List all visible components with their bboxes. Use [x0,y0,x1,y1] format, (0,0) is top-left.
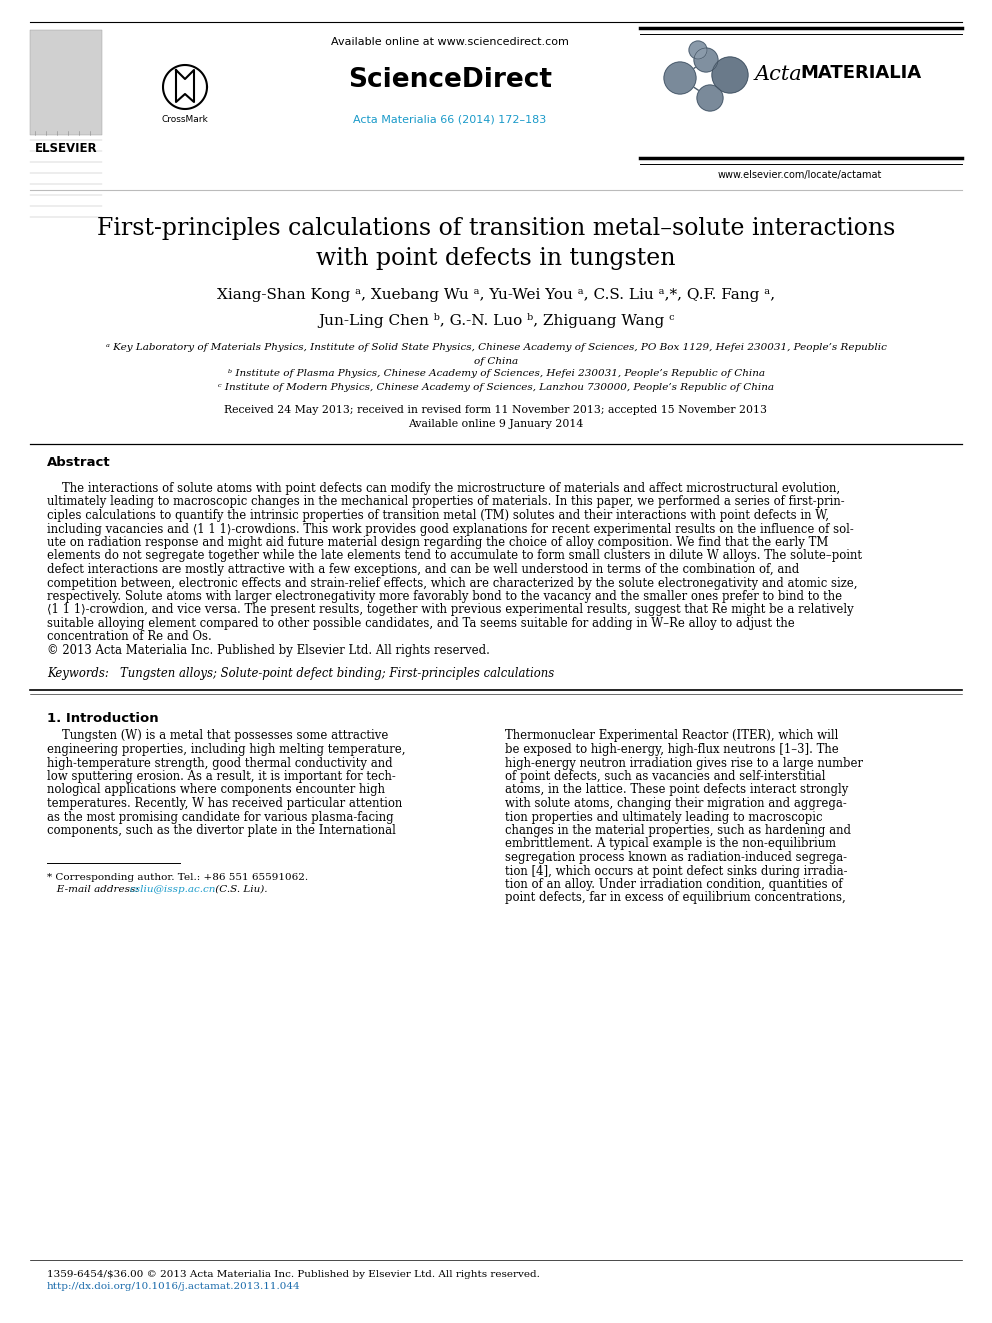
Bar [30,30,102,135]
Text: including vacancies and ⟨1 1 1⟩-crowdions. This work provides good explanations : including vacancies and ⟨1 1 1⟩-crowdion… [47,523,854,536]
Text: of point defects, such as vacancies and self-interstitial: of point defects, such as vacancies and … [505,770,825,783]
Text: atoms, in the lattice. These point defects interact strongly: atoms, in the lattice. These point defec… [505,783,848,796]
Text: Abstract: Abstract [47,455,111,468]
Text: * Corresponding author. Tel.: +86 551 65591062.: * Corresponding author. Tel.: +86 551 65… [47,872,309,881]
Text: Keywords:   Tungsten alloys; Solute-point defect binding; First-principles calcu: Keywords: Tungsten alloys; Solute-point … [47,668,555,680]
Text: tion properties and ultimately leading to macroscopic: tion properties and ultimately leading t… [505,811,822,823]
Text: 1. Introduction: 1. Introduction [47,712,159,725]
Text: www.elsevier.com/locate/actamat: www.elsevier.com/locate/actamat [718,169,882,180]
Text: changes in the material properties, such as hardening and: changes in the material properties, such… [505,824,851,837]
Text: nological applications where components encounter high: nological applications where components … [47,783,385,796]
Text: defect interactions are mostly attractive with a few exceptions, and can be well: defect interactions are mostly attractiv… [47,564,800,576]
Text: competition between, electronic effects and strain-relief effects, which are cha: competition between, electronic effects … [47,577,857,590]
Text: with point defects in tungsten: with point defects in tungsten [316,246,676,270]
Text: The interactions of solute atoms with point defects can modify the microstructur: The interactions of solute atoms with po… [47,482,840,495]
Text: Available online at www.sciencedirect.com: Available online at www.sciencedirect.co… [331,37,569,48]
Text: tion of an alloy. Under irradiation condition, quantities of: tion of an alloy. Under irradiation cond… [505,878,842,890]
Circle shape [697,85,723,111]
Text: low sputtering erosion. As a result, it is important for tech-: low sputtering erosion. As a result, it … [47,770,396,783]
Text: point defects, far in excess of equilibrium concentrations,: point defects, far in excess of equilibr… [505,892,846,905]
Text: ScienceDirect: ScienceDirect [348,67,552,93]
Text: Xiang-Shan Kong ᵃ, Xuebang Wu ᵃ, Yu-Wei You ᵃ, C.S. Liu ᵃ,*, Q.F. Fang ᵃ,: Xiang-Shan Kong ᵃ, Xuebang Wu ᵃ, Yu-Wei … [217,288,775,302]
Text: high-temperature strength, good thermal conductivity and: high-temperature strength, good thermal … [47,757,393,770]
Text: (C.S. Liu).: (C.S. Liu). [212,885,268,893]
Text: elements do not segregate together while the late elements tend to accumulate to: elements do not segregate together while… [47,549,862,562]
Text: ⟨1 1 1⟩-crowdion, and vice versa. The present results, together with previous ex: ⟨1 1 1⟩-crowdion, and vice versa. The pr… [47,603,854,617]
Text: csliu@issp.ac.cn: csliu@issp.ac.cn [130,885,216,893]
Text: CrossMark: CrossMark [162,115,208,124]
Circle shape [664,62,696,94]
Text: engineering properties, including high melting temperature,: engineering properties, including high m… [47,744,406,755]
Circle shape [694,48,718,71]
Text: components, such as the divertor plate in the International: components, such as the divertor plate i… [47,824,396,837]
Text: http://dx.doi.org/10.1016/j.actamat.2013.11.044: http://dx.doi.org/10.1016/j.actamat.2013… [47,1282,301,1291]
Text: concentration of Re and Os.: concentration of Re and Os. [47,631,211,643]
Text: ᵇ Institute of Plasma Physics, Chinese Academy of Sciences, Hefei 230031, People: ᵇ Institute of Plasma Physics, Chinese A… [227,369,765,378]
Text: embrittlement. A typical example is the non-equilibrium: embrittlement. A typical example is the … [505,837,836,851]
Text: ᵃ Key Laboratory of Materials Physics, Institute of Solid State Physics, Chinese: ᵃ Key Laboratory of Materials Physics, I… [105,344,887,352]
Text: Received 24 May 2013; received in revised form 11 November 2013; accepted 15 Nov: Received 24 May 2013; received in revise… [224,405,768,415]
Text: temperatures. Recently, W has received particular attention: temperatures. Recently, W has received p… [47,796,402,810]
Circle shape [689,41,707,60]
Text: First-principles calculations of transition metal–solute interactions: First-principles calculations of transit… [97,217,895,239]
Text: E-mail address:: E-mail address: [47,885,142,893]
Text: segregation process known as radiation-induced segrega-: segregation process known as radiation-i… [505,851,847,864]
Text: © 2013 Acta Materialia Inc. Published by Elsevier Ltd. All rights reserved.: © 2013 Acta Materialia Inc. Published by… [47,644,490,658]
Text: ᶜ Institute of Modern Physics, Chinese Academy of Sciences, Lanzhou 730000, Peop: ᶜ Institute of Modern Physics, Chinese A… [218,382,774,392]
Text: suitable alloying element compared to other possible candidates, and Ta seems su: suitable alloying element compared to ot… [47,617,795,630]
Text: ultimately leading to macroscopic changes in the mechanical properties of materi: ultimately leading to macroscopic change… [47,496,844,508]
Text: tion [4], which occurs at point defect sinks during irradia-: tion [4], which occurs at point defect s… [505,864,847,877]
Text: of China: of China [474,356,518,365]
Circle shape [712,57,748,93]
Text: be exposed to high-energy, high-flux neutrons [1–3]. The: be exposed to high-energy, high-flux neu… [505,744,839,755]
Text: ute on radiation response and might aid future material design regarding the cho: ute on radiation response and might aid … [47,536,828,549]
Text: Jun-Ling Chen ᵇ, G.-N. Luo ᵇ, Zhiguang Wang ᶜ: Jun-Ling Chen ᵇ, G.-N. Luo ᵇ, Zhiguang W… [317,312,675,328]
Text: 1359-6454/$36.00 © 2013 Acta Materialia Inc. Published by Elsevier Ltd. All righ: 1359-6454/$36.00 © 2013 Acta Materialia … [47,1270,540,1279]
Text: Acta: Acta [755,66,803,85]
Text: respectively. Solute atoms with larger electronegativity more favorably bond to : respectively. Solute atoms with larger e… [47,590,842,603]
Text: Available online 9 January 2014: Available online 9 January 2014 [409,419,583,429]
Text: ciples calculations to quantify the intrinsic properties of transition metal (TM: ciples calculations to quantify the intr… [47,509,829,523]
Text: MATERIALIA: MATERIALIA [800,64,922,82]
Text: high-energy neutron irradiation gives rise to a large number: high-energy neutron irradiation gives ri… [505,757,863,770]
Text: with solute atoms, changing their migration and aggrega-: with solute atoms, changing their migrat… [505,796,847,810]
Text: ELSEVIER: ELSEVIER [35,142,97,155]
Text: Acta Materialia 66 (2014) 172–183: Acta Materialia 66 (2014) 172–183 [353,115,547,124]
Text: Tungsten (W) is a metal that possesses some attractive: Tungsten (W) is a metal that possesses s… [47,729,389,742]
Text: Thermonuclear Experimental Reactor (ITER), which will: Thermonuclear Experimental Reactor (ITER… [505,729,838,742]
Text: as the most promising candidate for various plasma-facing: as the most promising candidate for vari… [47,811,394,823]
